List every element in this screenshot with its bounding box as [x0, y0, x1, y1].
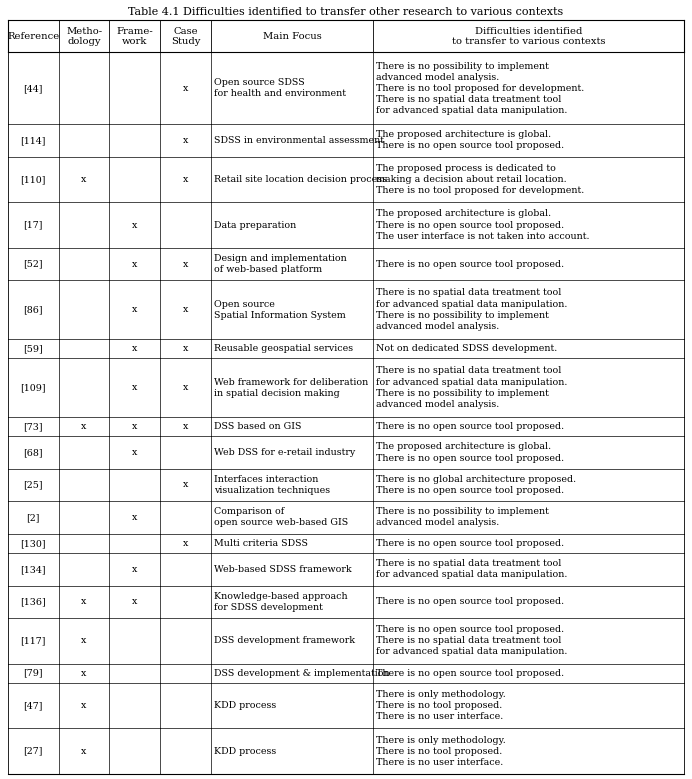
Text: The proposed architecture is global.
There is no open source tool proposed.: The proposed architecture is global. The… — [376, 442, 564, 463]
Text: Web-based SDSS framework: Web-based SDSS framework — [214, 565, 352, 574]
Text: KDD process: KDD process — [214, 701, 276, 710]
Text: There is no open source tool proposed.: There is no open source tool proposed. — [376, 259, 564, 269]
Text: Reference: Reference — [7, 32, 60, 41]
Text: There is no open source tool proposed.: There is no open source tool proposed. — [376, 597, 564, 606]
Text: [114]: [114] — [21, 136, 46, 145]
Text: Reusable geospatial services: Reusable geospatial services — [214, 344, 353, 353]
Text: x: x — [183, 481, 188, 489]
Text: x: x — [183, 175, 188, 184]
Text: x: x — [132, 220, 138, 230]
Text: x: x — [132, 305, 138, 314]
Text: [109]: [109] — [21, 383, 46, 392]
Text: [59]: [59] — [24, 344, 43, 353]
Text: The proposed architecture is global.
There is no open source tool proposed.
The : The proposed architecture is global. The… — [376, 210, 590, 241]
Text: x: x — [82, 422, 86, 431]
Text: DSS development framework: DSS development framework — [214, 636, 355, 645]
Text: x: x — [132, 344, 138, 353]
Text: Metho-
dology: Metho- dology — [66, 26, 102, 46]
Text: There is no possibility to implement
advanced model analysis.
There is no tool p: There is no possibility to implement adv… — [376, 62, 584, 115]
Text: x: x — [82, 747, 86, 756]
Text: [134]: [134] — [21, 565, 46, 574]
Text: DSS based on GIS: DSS based on GIS — [214, 422, 301, 431]
Text: x: x — [183, 383, 188, 392]
Text: Multi criteria SDSS: Multi criteria SDSS — [214, 539, 308, 548]
Text: x: x — [132, 565, 138, 574]
Text: [44]: [44] — [24, 84, 43, 93]
Text: Not on dedicated SDSS development.: Not on dedicated SDSS development. — [376, 344, 557, 353]
Text: [17]: [17] — [24, 220, 43, 230]
Text: Case
Study: Case Study — [171, 26, 200, 46]
Text: Web DSS for e-retail industry: Web DSS for e-retail industry — [214, 448, 355, 457]
Text: There is no open source tool proposed.: There is no open source tool proposed. — [376, 668, 564, 678]
Text: Web framework for deliberation
in spatial decision making: Web framework for deliberation in spatia… — [214, 378, 368, 397]
Text: There is no possibility to implement
advanced model analysis.: There is no possibility to implement adv… — [376, 507, 549, 527]
Text: x: x — [82, 597, 86, 606]
Text: x: x — [82, 636, 86, 645]
Text: x: x — [183, 136, 188, 145]
Text: x: x — [132, 259, 138, 269]
Text: Comparison of
open source web-based GIS: Comparison of open source web-based GIS — [214, 507, 348, 527]
Text: x: x — [183, 259, 188, 269]
Text: [47]: [47] — [24, 701, 43, 710]
Text: x: x — [183, 305, 188, 314]
Text: Design and implementation
of web-based platform: Design and implementation of web-based p… — [214, 254, 347, 274]
Text: There is no open source tool proposed.: There is no open source tool proposed. — [376, 422, 564, 431]
Text: SDSS in environmental assessment: SDSS in environmental assessment — [214, 136, 384, 145]
Text: Main Focus: Main Focus — [262, 32, 321, 41]
Text: [73]: [73] — [24, 422, 43, 431]
Text: There is no spatial data treatment tool
for advanced spatial data manipulation.: There is no spatial data treatment tool … — [376, 559, 567, 580]
Text: There is no spatial data treatment tool
for advanced spatial data manipulation.
: There is no spatial data treatment tool … — [376, 366, 567, 409]
Text: x: x — [132, 513, 138, 522]
Text: [68]: [68] — [24, 448, 43, 457]
Text: There is no open source tool proposed.: There is no open source tool proposed. — [376, 539, 564, 548]
Text: [25]: [25] — [24, 481, 43, 489]
Text: Interfaces interaction
visualization techniques: Interfaces interaction visualization tec… — [214, 475, 330, 495]
Text: [79]: [79] — [24, 668, 43, 678]
Text: x: x — [183, 344, 188, 353]
Text: x: x — [183, 539, 188, 548]
Text: [86]: [86] — [24, 305, 43, 314]
Text: The proposed architecture is global.
There is no open source tool proposed.: The proposed architecture is global. The… — [376, 130, 564, 150]
Text: Knowledge-based approach
for SDSS development: Knowledge-based approach for SDSS develo… — [214, 592, 347, 612]
Text: [136]: [136] — [21, 597, 46, 606]
Text: x: x — [82, 175, 86, 184]
Text: x: x — [132, 383, 138, 392]
Text: Difficulties identified
to transfer to various contexts: Difficulties identified to transfer to v… — [452, 26, 606, 46]
Text: There is no open source tool proposed.
There is no spatial data treatment tool
f: There is no open source tool proposed. T… — [376, 625, 567, 657]
Text: [27]: [27] — [24, 747, 43, 756]
Text: x: x — [82, 668, 86, 678]
Text: x: x — [183, 84, 188, 93]
Text: There is no global architecture proposed.
There is no open source tool proposed.: There is no global architecture proposed… — [376, 475, 576, 495]
Text: x: x — [183, 422, 188, 431]
Text: There is no spatial data treatment tool
for advanced spatial data manipulation.
: There is no spatial data treatment tool … — [376, 288, 567, 331]
Text: DSS development & implementation: DSS development & implementation — [214, 668, 390, 678]
Text: The proposed process is dedicated to
making a decision about retail location.
Th: The proposed process is dedicated to mak… — [376, 164, 584, 195]
Text: KDD process: KDD process — [214, 747, 276, 756]
Text: Retail site location decision process: Retail site location decision process — [214, 175, 387, 184]
Text: There is only methodology.
There is no tool proposed.
There is no user interface: There is only methodology. There is no t… — [376, 735, 506, 767]
Text: x: x — [82, 701, 86, 710]
Text: Open source
Spatial Information System: Open source Spatial Information System — [214, 300, 345, 319]
Text: Frame-
work: Frame- work — [116, 26, 153, 46]
Text: Data preparation: Data preparation — [214, 220, 296, 230]
Text: [110]: [110] — [21, 175, 46, 184]
Text: [2]: [2] — [26, 513, 40, 522]
Text: Table 4.1 Difficulties identified to transfer other research to various contexts: Table 4.1 Difficulties identified to tra… — [129, 7, 563, 17]
Text: There is only methodology.
There is no tool proposed.
There is no user interface: There is only methodology. There is no t… — [376, 690, 506, 721]
Text: x: x — [132, 597, 138, 606]
Text: [130]: [130] — [21, 539, 46, 548]
Text: [117]: [117] — [21, 636, 46, 645]
Text: [52]: [52] — [24, 259, 43, 269]
Text: x: x — [132, 448, 138, 457]
Text: Open source SDSS
for health and environment: Open source SDSS for health and environm… — [214, 78, 346, 98]
Text: x: x — [132, 422, 138, 431]
